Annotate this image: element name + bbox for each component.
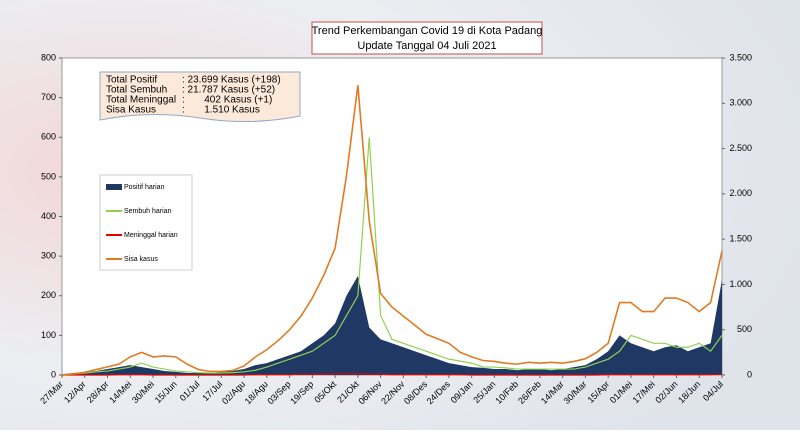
y-tick-label: 100: [41, 330, 56, 340]
title-box: [311, 21, 543, 55]
line-series: [61, 137, 723, 376]
legend-label: Sembuh harian: [124, 208, 172, 215]
y2-tick-label: 1.000: [729, 279, 752, 289]
summary-label: Total Meninggal: [106, 95, 176, 106]
y-tick-label: 400: [41, 211, 56, 221]
y-tick-label: 700: [41, 92, 56, 102]
y2-tick-label: 1.500: [729, 234, 752, 244]
summary-label: Total Sembuh: [106, 85, 167, 96]
legend-label: Positif harian: [124, 184, 165, 191]
y2-tick-label: 0: [747, 369, 752, 379]
legend-label: Sisa kasus: [124, 256, 158, 263]
y-tick-label: 200: [41, 290, 56, 300]
plot: [61, 85, 723, 376]
summary-value: : 23.699 Kasus (+198): [182, 75, 281, 86]
y2-tick-label: 2.000: [729, 188, 752, 198]
summary-value: : 402 Kasus (+1): [182, 95, 272, 106]
legend-swatch: [106, 184, 122, 190]
y2-tick-label: 3.000: [729, 98, 752, 108]
y2-tick-label: 500: [737, 324, 752, 334]
y2-tick-label: 3.500: [729, 52, 752, 62]
y2-tick-label: 2.500: [729, 143, 752, 153]
summary-value: : 1.510 Kasus: [182, 105, 260, 116]
legend-label: Meninggal harian: [124, 232, 178, 239]
line-series: [61, 85, 723, 376]
y-tick-label: 600: [41, 132, 56, 142]
chart-subtitle: Update Tanggal 04 Juli 2021: [357, 40, 496, 52]
y-tick-label: 0: [51, 369, 56, 379]
summary-box: [99, 71, 301, 123]
legend-box: [99, 174, 193, 271]
y-tick-label: 800: [41, 52, 56, 62]
line-series: [62, 373, 723, 376]
summary-label: Total Positif: [106, 75, 157, 86]
y-tick-label: 300: [41, 251, 56, 261]
y-tick-label: 500: [41, 171, 56, 181]
area-series: [62, 275, 722, 375]
summary-label: Sisa Kasus: [106, 105, 156, 116]
summary-value: : 21.787 Kasus (+52): [182, 85, 275, 96]
chart-title: Trend Perkembangan Covid 19 di Kota Pada…: [312, 25, 543, 37]
